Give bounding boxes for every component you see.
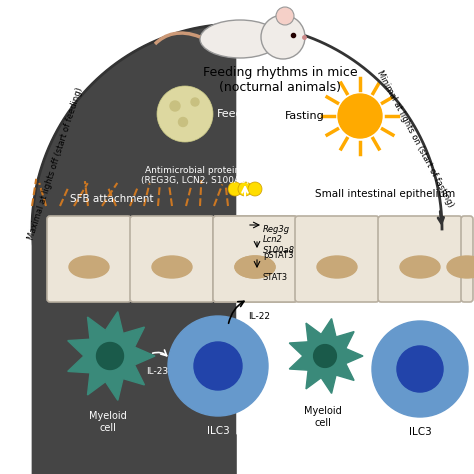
Text: Reg3g
Lcn2
S100a8: Reg3g Lcn2 S100a8 (263, 225, 295, 255)
Text: SFB attachment: SFB attachment (70, 194, 154, 204)
Ellipse shape (69, 256, 109, 278)
Ellipse shape (235, 256, 275, 278)
Circle shape (276, 7, 294, 25)
Wedge shape (32, 24, 237, 434)
Ellipse shape (200, 20, 280, 58)
Circle shape (261, 15, 305, 59)
Circle shape (397, 346, 443, 392)
Ellipse shape (235, 256, 275, 278)
Circle shape (97, 343, 124, 370)
Text: Small intestinal epithelium: Small intestinal epithelium (315, 189, 455, 199)
Circle shape (238, 182, 252, 196)
Text: Fasting: Fasting (285, 111, 325, 121)
Text: IL-23: IL-23 (146, 367, 168, 376)
Circle shape (194, 342, 242, 390)
FancyBboxPatch shape (213, 216, 297, 302)
Circle shape (157, 86, 213, 142)
Text: IL-22: IL-22 (248, 312, 270, 321)
Text: Myeloid
cell: Myeloid cell (304, 406, 342, 428)
Text: Myeloid
cell: Myeloid cell (89, 411, 127, 433)
Bar (237, 229, 472, 474)
Bar (32, 229, 237, 474)
Circle shape (170, 101, 180, 111)
Text: Feeding rhythms in mice
(nocturnal animals): Feeding rhythms in mice (nocturnal anima… (203, 66, 357, 94)
Text: Feeding: Feeding (217, 109, 261, 119)
FancyBboxPatch shape (378, 216, 462, 302)
Text: ILC3: ILC3 (409, 427, 431, 437)
Circle shape (314, 345, 337, 367)
Text: STAT3: STAT3 (263, 273, 288, 282)
Circle shape (372, 321, 468, 417)
Ellipse shape (152, 256, 192, 278)
Wedge shape (237, 24, 442, 434)
FancyBboxPatch shape (213, 216, 297, 302)
Circle shape (338, 94, 382, 138)
Text: ILC3: ILC3 (207, 426, 229, 436)
Circle shape (168, 316, 268, 416)
Text: Minimal at lights on (start of fasting): Minimal at lights on (start of fasting) (375, 69, 455, 209)
Circle shape (248, 182, 262, 196)
Ellipse shape (447, 256, 474, 278)
Ellipse shape (400, 256, 440, 278)
Circle shape (179, 118, 188, 127)
Polygon shape (289, 319, 363, 393)
FancyBboxPatch shape (47, 216, 131, 302)
FancyBboxPatch shape (295, 216, 379, 302)
FancyBboxPatch shape (130, 216, 214, 302)
Bar (32, 234, 242, 474)
FancyBboxPatch shape (461, 216, 473, 302)
Text: Antimicrobial proteins
(REG3G, LCN2, S100A8): Antimicrobial proteins (REG3G, LCN2, S10… (141, 166, 249, 185)
Circle shape (228, 182, 242, 196)
Polygon shape (68, 312, 155, 401)
Text: Maximal at lights off (start of feeding): Maximal at lights off (start of feeding) (26, 87, 84, 241)
Text: pSTAT3: pSTAT3 (263, 250, 293, 259)
Circle shape (191, 98, 199, 106)
Ellipse shape (317, 256, 357, 278)
